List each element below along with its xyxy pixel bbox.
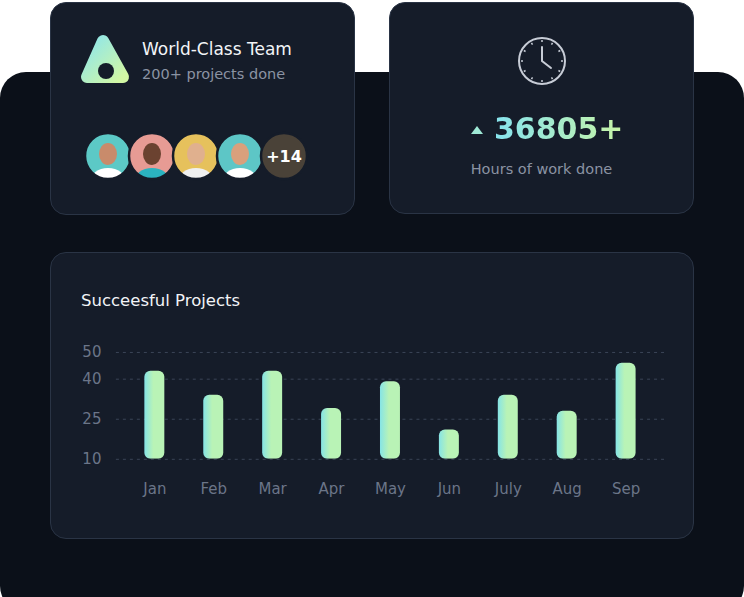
svg-text:10: 10 xyxy=(82,450,101,468)
svg-text:50: 50 xyxy=(82,343,101,361)
svg-text:Aug: Aug xyxy=(553,480,582,498)
svg-text:Apr: Apr xyxy=(319,480,346,498)
svg-text:Sep: Sep xyxy=(612,480,640,498)
html-text:36805+: 36805+ xyxy=(494,111,624,146)
svg-text:July: July xyxy=(494,480,522,498)
svg-text:Feb: Feb xyxy=(200,480,227,498)
svg-text:Jun: Jun xyxy=(437,480,461,498)
svg-text:Jan: Jan xyxy=(142,480,166,498)
svg-text:May: May xyxy=(375,480,406,498)
html-text:Hours of work done: Hours of work done xyxy=(470,161,613,177)
html-text:200+ projects done: 200+ projects done xyxy=(142,66,286,82)
svg-text:Mar: Mar xyxy=(259,480,288,498)
svg-text:25: 25 xyxy=(82,410,101,428)
html-text:World-Class Team: World-Class Team xyxy=(142,39,292,59)
svg-text:40: 40 xyxy=(82,370,101,388)
html-text:Succeesful Projects: Succeesful Projects xyxy=(81,291,241,310)
svg-text:+14: +14 xyxy=(266,147,302,166)
